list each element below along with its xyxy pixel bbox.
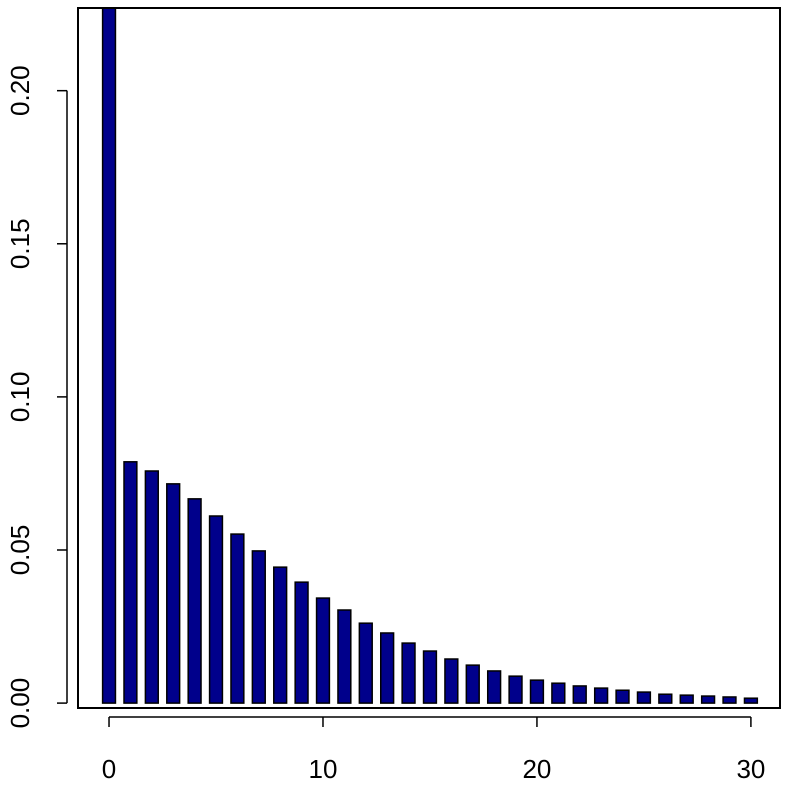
y-tick-label: 0.05 bbox=[5, 525, 35, 576]
y-tick-label: 0.10 bbox=[5, 372, 35, 423]
bar bbox=[166, 483, 181, 704]
x-tick-label: 30 bbox=[736, 754, 765, 784]
bar bbox=[743, 697, 759, 704]
bar bbox=[187, 498, 202, 704]
bar bbox=[486, 670, 502, 704]
bar bbox=[422, 650, 438, 704]
bar bbox=[251, 550, 266, 704]
bar bbox=[615, 689, 630, 704]
x-tick-label: 0 bbox=[102, 754, 116, 784]
bar bbox=[444, 658, 459, 704]
bar bbox=[315, 597, 331, 704]
y-tick-label: 0.20 bbox=[5, 65, 35, 116]
y-tick-label: 0.15 bbox=[5, 218, 35, 269]
bar bbox=[337, 609, 352, 704]
bar bbox=[700, 695, 716, 704]
bar bbox=[380, 632, 395, 704]
plot-box bbox=[77, 7, 781, 709]
bar bbox=[294, 581, 309, 704]
bar bbox=[636, 691, 652, 704]
bar bbox=[508, 675, 523, 704]
y-tick-label: 0.00 bbox=[5, 678, 35, 729]
bar bbox=[551, 682, 566, 704]
bar bbox=[208, 515, 224, 704]
bar bbox=[465, 664, 480, 704]
bar bbox=[358, 622, 373, 704]
x-tick-label: 20 bbox=[522, 754, 551, 784]
bar bbox=[679, 694, 694, 704]
bar bbox=[401, 642, 416, 704]
bar bbox=[593, 687, 609, 704]
bar bbox=[273, 566, 288, 704]
bar bbox=[722, 696, 737, 704]
bar bbox=[123, 461, 138, 704]
bar bbox=[230, 533, 245, 704]
x-tick-label: 10 bbox=[309, 754, 338, 784]
bar bbox=[658, 693, 673, 704]
plot-area bbox=[101, 8, 759, 704]
bar bbox=[101, 8, 117, 704]
bar bbox=[572, 685, 587, 704]
bar bbox=[529, 679, 545, 704]
bar bbox=[144, 470, 159, 704]
